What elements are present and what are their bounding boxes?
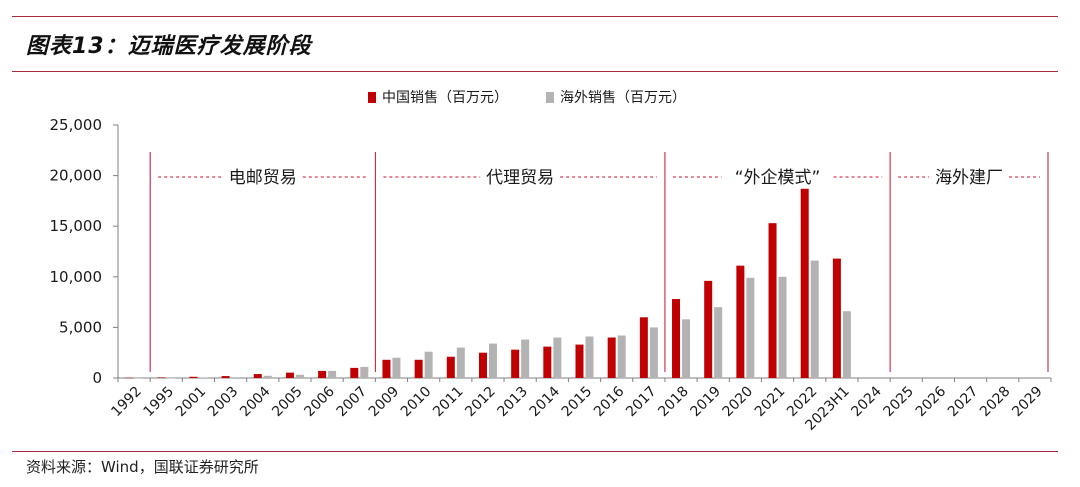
- x-tick-label: 2006: [301, 383, 338, 420]
- bar-china: [607, 337, 616, 378]
- x-tick-label: 2003: [205, 384, 242, 421]
- x-tick-label: 2004: [237, 383, 274, 420]
- bar-overseas: [295, 374, 304, 378]
- bars: [125, 188, 851, 379]
- bar-overseas: [617, 335, 626, 378]
- bar-overseas: [488, 343, 497, 378]
- bar-china: [768, 223, 777, 378]
- legend-label-0: 中国销售（百万元）: [382, 90, 508, 106]
- bar-china: [478, 352, 487, 378]
- bar-china: [511, 349, 520, 378]
- x-tick-label: 2005: [269, 384, 306, 421]
- bar-overseas: [714, 307, 723, 378]
- bar-overseas: [521, 339, 530, 378]
- x-tick-label: 2010: [398, 384, 435, 421]
- x-tick-label: 2021: [752, 384, 789, 421]
- x-tick-label: 2007: [334, 384, 371, 421]
- y-tick-label-3: 15,000: [50, 217, 103, 235]
- x-tick-label: 2026: [913, 383, 950, 420]
- x-tick-label: 2017: [623, 384, 660, 421]
- x-axis: 1992199520012003200420052006200720092010…: [108, 377, 1052, 434]
- phase-label-0: 电邮贸易: [229, 168, 297, 188]
- bar-china: [382, 359, 391, 378]
- phase-label-3: 海外建厂: [935, 168, 1003, 188]
- x-tick-label: 2014: [527, 383, 564, 420]
- bar-china: [414, 359, 423, 378]
- bar-china: [189, 376, 198, 378]
- x-tick-label: 2012: [462, 384, 499, 421]
- phase-label-1: 代理贸易: [486, 168, 554, 188]
- bar-overseas: [231, 377, 240, 378]
- bar-overseas: [167, 377, 176, 379]
- x-tick-label: 2009: [366, 384, 403, 421]
- figure-title: 图表13：迈瑞医疗发展阶段: [26, 34, 312, 59]
- bar-china: [125, 377, 134, 379]
- y-tick-label-2: 10,000: [50, 268, 103, 286]
- x-tick-label: 1992: [108, 384, 145, 421]
- bar-overseas: [328, 370, 337, 378]
- bar-overseas: [585, 336, 594, 378]
- bar-china: [446, 356, 455, 378]
- bar-overseas: [649, 327, 658, 378]
- x-tick-label: 2020: [720, 384, 757, 421]
- bar-china: [350, 367, 359, 378]
- y-tick-label-0: 0: [92, 369, 102, 387]
- bar-china: [221, 376, 230, 378]
- bar-overseas: [424, 351, 433, 378]
- phase-annotations: 电邮贸易 代理贸易 “外企模式” 海外建厂: [149, 152, 1049, 372]
- legend-swatch-1: [546, 92, 554, 103]
- phase-label-2: “外企模式”: [735, 168, 821, 188]
- footer-rule: [12, 451, 1058, 452]
- x-tick-label: 2024: [848, 383, 885, 420]
- bar-overseas: [456, 347, 465, 378]
- x-tick-label: 2019: [688, 384, 725, 421]
- x-tick-label: 1995: [141, 384, 178, 421]
- x-tick-label: 2029: [1009, 384, 1046, 421]
- bar-china: [157, 377, 166, 378]
- bar-overseas: [392, 357, 401, 378]
- y-tick-label-5: 25,000: [50, 116, 103, 134]
- x-tick-label: 2028: [977, 384, 1014, 421]
- bar-china: [285, 372, 294, 378]
- bar-overseas: [842, 311, 851, 378]
- x-tick-label: 2001: [173, 384, 210, 421]
- bar-overseas: [682, 319, 691, 378]
- x-tick-label: 2018: [655, 384, 692, 421]
- bar-china: [575, 344, 584, 378]
- bar-overseas: [778, 276, 787, 378]
- legend-swatch-0: [368, 92, 376, 103]
- bar-china: [253, 374, 262, 378]
- bar-china: [639, 317, 648, 378]
- bar-china: [318, 370, 327, 378]
- bar-china: [704, 280, 713, 378]
- bar-china: [832, 258, 841, 378]
- title-rule: [12, 71, 1058, 72]
- y-tick-label-4: 20,000: [50, 167, 103, 185]
- x-tick-label: 2025: [881, 384, 918, 421]
- chart: 中国销售（百万元） 海外销售（百万元） 0 5,000 10,000 15,000 20,…: [50, 90, 1052, 434]
- legend-label-1: 海外销售（百万元）: [560, 90, 686, 106]
- x-tick-label: 2015: [559, 384, 596, 421]
- y-tick-label-1: 5,000: [59, 318, 102, 336]
- bar-china: [543, 346, 552, 378]
- bar-overseas: [199, 377, 208, 379]
- bar-overseas: [263, 375, 272, 378]
- bar-overseas: [746, 277, 755, 378]
- bar-china: [736, 265, 745, 378]
- source-note: 资料来源：Wind，国联证券研究所: [26, 458, 259, 476]
- x-tick-label: 2011: [430, 384, 467, 421]
- bar-overseas: [360, 366, 369, 378]
- bar-china: [672, 299, 681, 378]
- x-tick-label: 2013: [494, 384, 531, 421]
- y-axis: 0 5,000 10,000 15,000 20,000 25,000: [50, 116, 119, 387]
- top-rule: [12, 16, 1058, 17]
- chart-legend: 中国销售（百万元） 海外销售（百万元）: [368, 90, 686, 106]
- bar-overseas: [135, 377, 144, 379]
- bar-china: [800, 188, 809, 378]
- bar-overseas: [810, 260, 819, 378]
- bar-overseas: [553, 337, 562, 378]
- x-tick-label: 2016: [591, 383, 628, 420]
- x-tick-label: 2027: [945, 384, 982, 421]
